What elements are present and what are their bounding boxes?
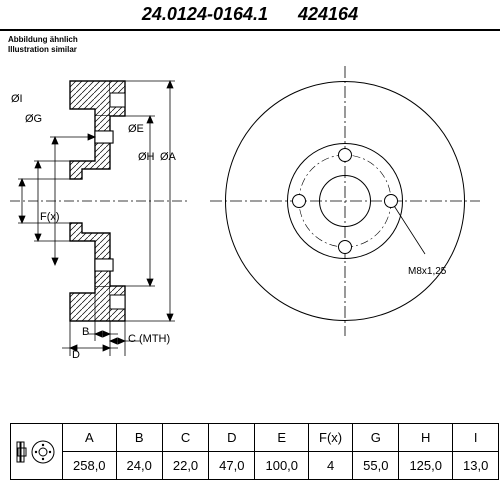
- label-G: ØG: [25, 113, 42, 125]
- label-C: C (MTH): [128, 333, 170, 345]
- label-B: B: [82, 326, 89, 338]
- val-E: 100,0: [255, 452, 309, 480]
- val-G: 55,0: [353, 452, 399, 480]
- label-E: ØE: [128, 123, 144, 135]
- val-B: 24,0: [116, 452, 162, 480]
- front-view: M8x1,25: [210, 66, 480, 336]
- label-I: ØI: [11, 93, 23, 105]
- data-table: A B C D E F(x) G H I 258,0 24,0 22,0 47,…: [10, 423, 499, 480]
- bolt-hole: [338, 148, 352, 162]
- label-H: ØH: [138, 151, 155, 163]
- col-G: G: [353, 424, 399, 452]
- header: 24.0124-0164.1 424164: [0, 0, 500, 31]
- label-D: D: [72, 349, 80, 361]
- val-H: 125,0: [399, 452, 453, 480]
- table-header-row: A B C D E F(x) G H I: [11, 424, 499, 452]
- side-view-svg: [10, 51, 190, 361]
- diagram-area: Abbildung ähnlich Illustration similar: [0, 31, 500, 381]
- bolt-hole: [338, 240, 352, 254]
- val-D: 47,0: [209, 452, 255, 480]
- icon-cell: [11, 424, 63, 480]
- col-D: D: [209, 424, 255, 452]
- table-value-row: 258,0 24,0 22,0 47,0 100,0 4 55,0 125,0 …: [11, 452, 499, 480]
- header-code: 424164: [298, 4, 358, 25]
- col-F: F(x): [309, 424, 353, 452]
- label-A: ØA: [160, 151, 176, 163]
- val-C: 22,0: [162, 452, 208, 480]
- col-B: B: [116, 424, 162, 452]
- col-E: E: [255, 424, 309, 452]
- val-I: 13,0: [453, 452, 499, 480]
- thread-label: M8x1,25: [408, 266, 446, 277]
- bolt-hole: [292, 194, 306, 208]
- label-F: F(x): [40, 211, 60, 223]
- part-number: 24.0124-0164.1: [142, 4, 268, 25]
- val-F: 4: [309, 452, 353, 480]
- col-A: A: [63, 424, 117, 452]
- bolt-hole: [384, 194, 398, 208]
- col-I: I: [453, 424, 499, 452]
- col-C: C: [162, 424, 208, 452]
- val-A: 258,0: [63, 452, 117, 480]
- side-view: ØI ØG ØE ØH ØA F(x) B D C (MTH): [10, 51, 190, 351]
- disc-icon: [13, 440, 57, 464]
- similar-line1: Abbildung ähnlich: [8, 35, 78, 45]
- disc-center-hole: [319, 175, 371, 227]
- col-H: H: [399, 424, 453, 452]
